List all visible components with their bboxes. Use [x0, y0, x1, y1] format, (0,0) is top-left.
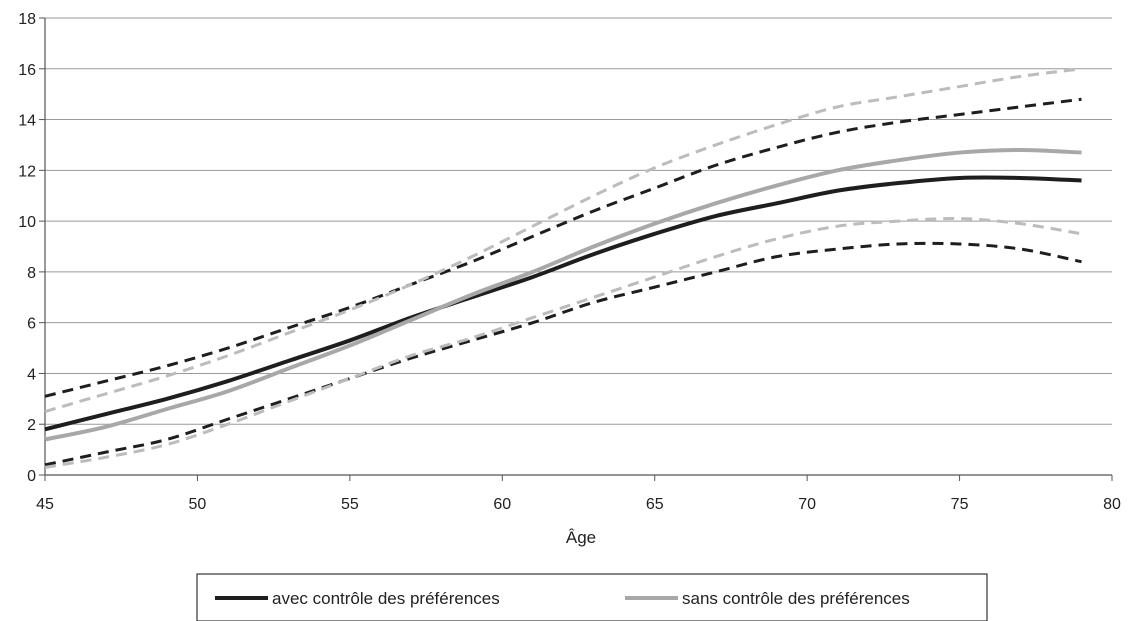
- x-tick-label: 80: [1103, 496, 1121, 513]
- y-tick-label: 16: [18, 62, 36, 79]
- y-tick-label: 2: [27, 417, 36, 434]
- lower-bound-line-sans: [44, 217, 1082, 469]
- y-tick-label: 14: [18, 113, 36, 130]
- series-lines: [44, 67, 1082, 469]
- x-axis-title: Âge: [566, 528, 596, 547]
- x-tick-labels: 45 50 55 60 65 70 75 80: [36, 496, 1121, 513]
- y-tick-label: 18: [18, 11, 36, 28]
- x-tick-label: 75: [951, 496, 969, 513]
- lower-bound-line-avec: [44, 241, 1082, 467]
- legend-box: [196, 573, 988, 621]
- y-tick-label: 0: [27, 468, 36, 485]
- y-tick-label: 12: [18, 163, 36, 180]
- y-tick-label: 8: [27, 265, 36, 282]
- y-tick-labels: 0 2 4 6 8 10 12 14 16 18: [18, 11, 36, 485]
- y-tick-label: 10: [18, 214, 36, 231]
- axes: [39, 17, 1113, 481]
- legend-label-sans: sans contrôle des préférences: [682, 589, 910, 608]
- legend: avec contrôle des préférences sans contr…: [196, 573, 988, 621]
- gridlines: [45, 17, 1112, 425]
- upper-bound-line-avec: [44, 97, 1082, 398]
- estimate-line-avec: [44, 175, 1082, 432]
- upper-bound-line-sans: [44, 67, 1082, 413]
- x-tick-label: 50: [189, 496, 207, 513]
- x-tick-label: 55: [341, 496, 359, 513]
- x-tick-label: 45: [36, 496, 54, 513]
- y-tick-label: 4: [27, 366, 36, 383]
- legend-label-avec: avec contrôle des préférences: [272, 589, 500, 608]
- estimate-line-sans: [44, 148, 1082, 442]
- x-tick-label: 65: [646, 496, 664, 513]
- x-tick-label: 70: [798, 496, 816, 513]
- y-tick-label: 6: [27, 316, 36, 333]
- x-tick-label: 60: [493, 496, 511, 513]
